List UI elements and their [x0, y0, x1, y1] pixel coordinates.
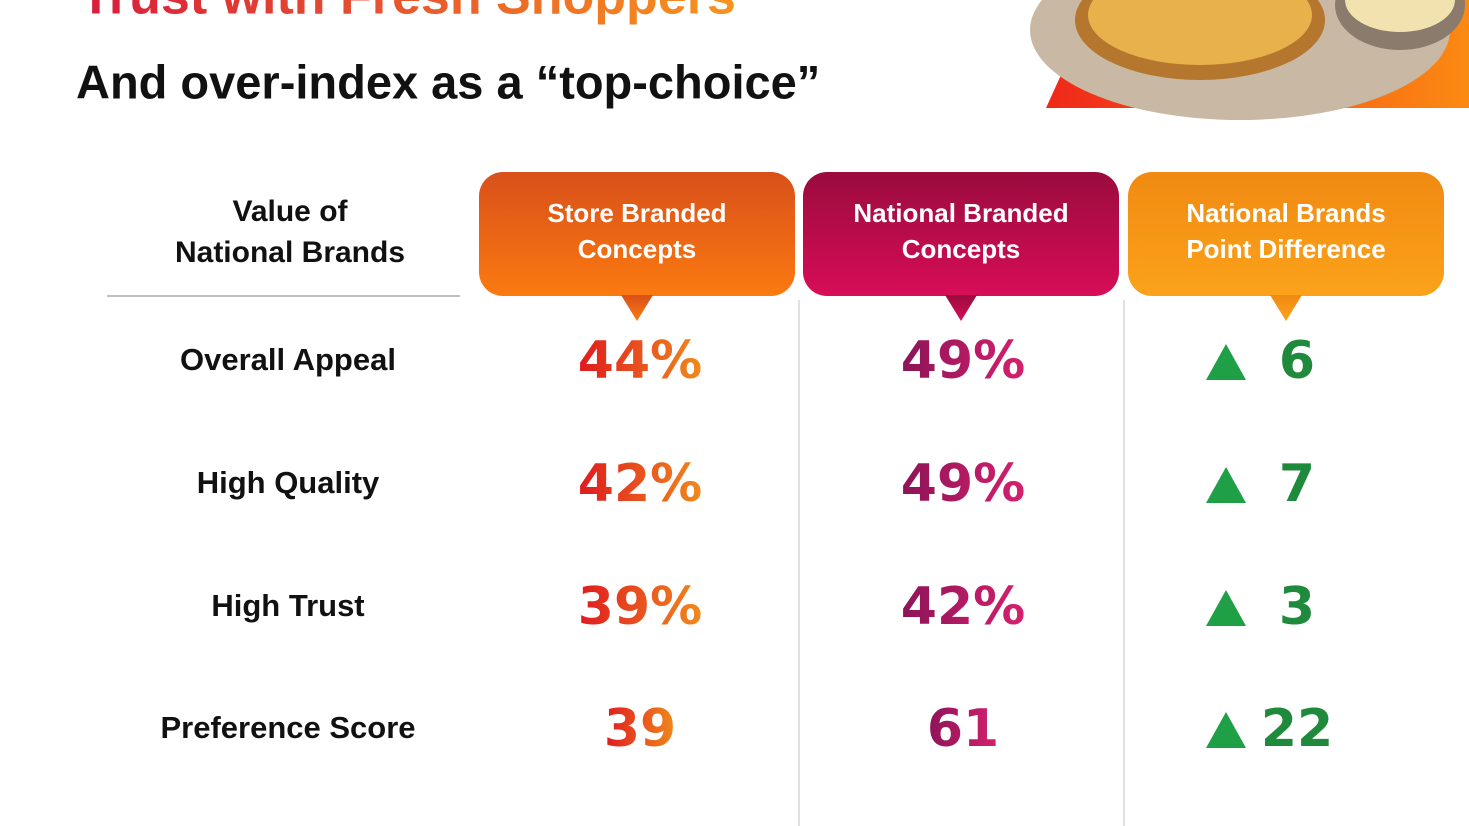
column-header-box [803, 172, 1119, 296]
row-label: Overall Appeal [180, 342, 396, 377]
title: Trust with Fresh Shoppers [80, 0, 736, 26]
national-value: 42% [901, 577, 1025, 637]
row-label: High Quality [197, 465, 380, 500]
row-label: Preference Score [160, 710, 415, 745]
difference-value: 6 [1279, 331, 1315, 391]
difference-value: 22 [1261, 699, 1333, 759]
column-header-pointer [621, 295, 653, 321]
column-header-box [479, 172, 795, 296]
up-arrow [1206, 344, 1246, 380]
column-header-box [1128, 172, 1444, 296]
store-value: 44% [578, 331, 702, 391]
corner-header: National Brands [175, 236, 405, 269]
column-header: National Branded [853, 198, 1068, 228]
difference-value: 7 [1279, 454, 1315, 514]
column-header: Concepts [578, 234, 696, 264]
food-image [1030, 0, 1469, 120]
column-header-pointer [1270, 295, 1302, 321]
column-header-pointer [945, 295, 977, 321]
up-arrow [1206, 590, 1246, 626]
store-value: 42% [578, 454, 702, 514]
up-arrow [1206, 712, 1246, 748]
corner-header: Value of [232, 195, 348, 228]
column-header: National Brands [1186, 198, 1385, 228]
store-value: 39 [604, 699, 676, 759]
store-value: 39% [578, 577, 702, 637]
national-value: 49% [901, 454, 1025, 514]
row-label: High Trust [211, 588, 364, 623]
column-header: Point Difference [1186, 234, 1385, 264]
national-value: 49% [901, 331, 1025, 391]
column-header: Concepts [902, 234, 1020, 264]
national-value: 61 [927, 699, 999, 759]
up-arrow [1206, 467, 1246, 503]
subtitle: And over-index as a “top-choice” [76, 55, 820, 108]
column-header: Store Branded [547, 198, 726, 228]
difference-value: 3 [1279, 577, 1315, 637]
